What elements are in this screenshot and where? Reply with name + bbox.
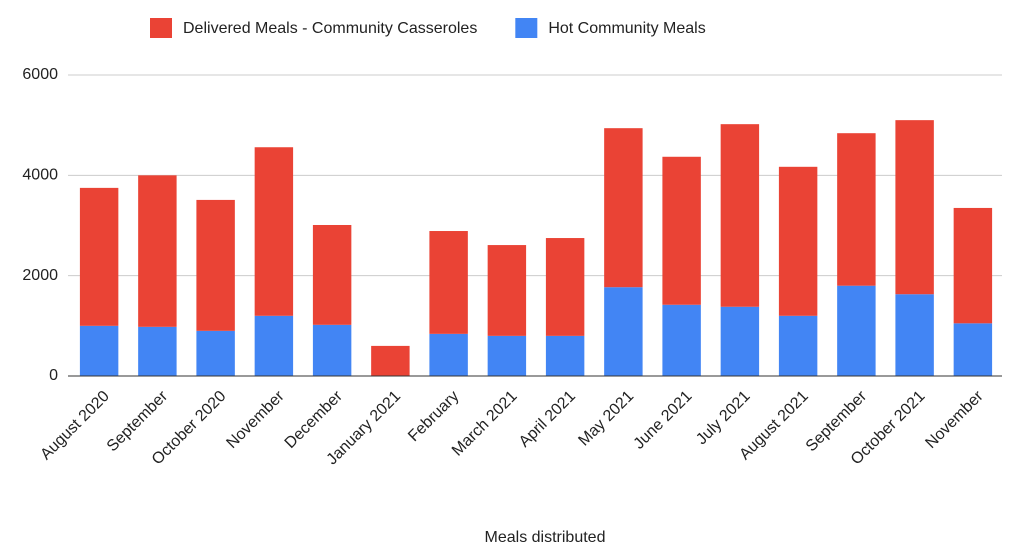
legend-label: Delivered Meals - Community Casseroles: [183, 20, 477, 37]
y-tick-label: 6000: [22, 66, 58, 83]
x-tick-label: August 2020: [37, 388, 113, 464]
bar-segment: [429, 231, 468, 334]
bar-segment: [545, 238, 585, 336]
x-tick-label: May 2021: [575, 388, 637, 450]
bar-segment: [604, 287, 643, 376]
x-axis-title: Meals distributed: [485, 529, 606, 546]
bar-segment: [429, 333, 468, 376]
bar-segment: [254, 315, 294, 376]
bar-segment: [604, 128, 643, 288]
legend-swatch: [515, 18, 538, 38]
x-tick-label: June 2021: [631, 388, 696, 453]
bar-segment: [371, 345, 410, 376]
bar-segment: [837, 133, 876, 286]
x-tick-label: February: [405, 388, 462, 445]
bar-segment: [837, 285, 876, 376]
x-tick-label: November: [223, 387, 288, 452]
bar-segment: [662, 156, 701, 305]
bar-segment: [138, 326, 177, 376]
bar-segment: [196, 199, 235, 331]
bar-segment: [487, 335, 527, 376]
bar-segment: [138, 175, 177, 327]
y-tick-label: 0: [49, 367, 58, 384]
legend-swatch: [150, 18, 172, 38]
bar-segment: [895, 120, 934, 295]
bar-segment: [778, 315, 818, 376]
bar-segment: [196, 330, 235, 376]
bar-segment: [778, 166, 818, 316]
bar-segment: [720, 124, 760, 307]
y-tick-label: 2000: [22, 267, 58, 284]
bar-segment: [895, 294, 934, 376]
bar-segment: [254, 147, 294, 316]
bar-segment: [487, 245, 527, 336]
x-tick-label: April 2021: [516, 388, 579, 451]
bar-segment: [312, 324, 352, 376]
legend-label: Hot Community Meals: [548, 20, 705, 37]
bar-segment: [953, 207, 993, 324]
bar-segment: [312, 224, 352, 325]
bar-segment: [79, 187, 119, 326]
bar-segment: [545, 335, 585, 376]
bar-segment: [79, 325, 119, 376]
bar-segment: [662, 304, 701, 376]
y-tick-label: 4000: [22, 167, 58, 184]
bar-segment: [720, 306, 760, 376]
bar-segment: [953, 323, 993, 376]
x-tick-label: November: [922, 387, 987, 452]
x-tick-label: July 2021: [693, 388, 754, 449]
